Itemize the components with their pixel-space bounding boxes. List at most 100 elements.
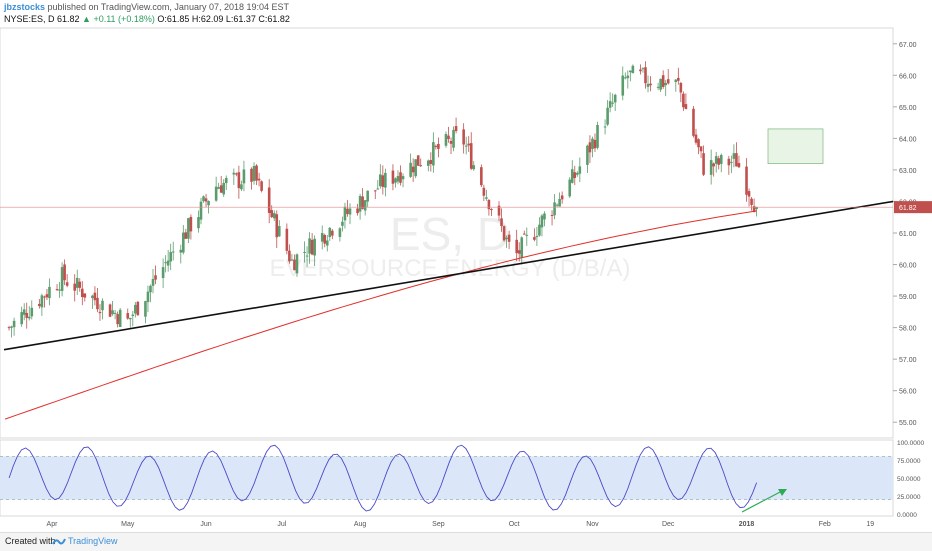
candle-body [272, 213, 276, 219]
candle-body [27, 316, 31, 319]
candle-body [416, 155, 420, 166]
tradingview-brand[interactable]: TradingView [68, 536, 118, 546]
candle-body [189, 216, 193, 232]
candle-body [48, 286, 51, 299]
candle-body [179, 249, 183, 253]
candle-body [285, 228, 289, 251]
candle-body [252, 166, 256, 181]
candle-body [719, 154, 723, 164]
candle-body [596, 124, 599, 148]
symbol-prefix: NYSE:ES, D 61.82 [4, 14, 83, 24]
x-tick-label: Jun [200, 521, 211, 528]
candle-body [207, 201, 210, 206]
candle-body [240, 184, 243, 190]
candle-body [43, 296, 46, 298]
candle-body [454, 126, 458, 132]
candle-body [338, 228, 342, 237]
x-tick-label: Feb [819, 521, 831, 528]
candle-body [661, 75, 665, 87]
candle-body [108, 304, 112, 317]
osc-tick-label: 50.0000 [897, 476, 921, 483]
candle-body [570, 169, 574, 183]
candle-body [197, 217, 200, 229]
candle-body [747, 191, 751, 197]
x-tick-label: Apr [47, 521, 59, 528]
candle-body [219, 185, 223, 193]
candle-body [341, 221, 344, 226]
candle-body [366, 190, 369, 202]
candle-body [260, 181, 263, 191]
candle-body [555, 204, 559, 206]
candle-body [679, 82, 683, 93]
candle-body [692, 108, 695, 136]
created-with-text: Created with [5, 536, 56, 546]
y-tick-label: 60.00 [899, 263, 917, 270]
candle-body [12, 320, 16, 328]
candle-body [113, 312, 117, 314]
candle-body [646, 83, 650, 87]
candle-body [520, 237, 524, 258]
x-tick-label: 2018 [739, 521, 755, 528]
candle-body [187, 218, 190, 239]
candle-body [45, 294, 49, 298]
candle-body [222, 182, 226, 195]
candle-body [593, 139, 597, 149]
candle-body [164, 262, 167, 264]
candle-body [232, 172, 236, 175]
x-tick-label: 19 [866, 521, 874, 528]
candle-body [560, 195, 564, 200]
candle-body [63, 264, 66, 281]
y-tick-label: 66.00 [899, 73, 917, 80]
candle-body [199, 201, 203, 220]
candle-body [540, 215, 544, 228]
candle-body [469, 143, 473, 169]
candle-body [293, 259, 296, 271]
candle-body [126, 313, 130, 319]
candle-body [166, 260, 170, 266]
candle-body [373, 190, 377, 192]
candle-body [732, 153, 736, 159]
x-tick-label: Oct [509, 521, 520, 528]
candle-body [677, 77, 680, 81]
candle-body [40, 295, 44, 308]
candle-body [550, 214, 554, 216]
candle-body [682, 93, 685, 108]
candle-body [626, 75, 630, 79]
candle-body [310, 239, 314, 255]
publisher-line: jbzstocks published on TradingView.com, … [4, 2, 289, 12]
candle-body [116, 314, 119, 325]
candle-body [171, 251, 175, 253]
candle-body [394, 178, 397, 183]
candle-body [320, 232, 324, 242]
candles-group [7, 61, 758, 338]
candle-body [659, 78, 662, 90]
y-tick-label: 56.00 [899, 389, 917, 396]
candle-body [217, 187, 220, 189]
candle-body [7, 327, 11, 329]
author-link[interactable]: jbzstocks [4, 2, 46, 12]
candle-body [515, 239, 518, 254]
candle-body [131, 314, 135, 317]
candle-body [714, 156, 718, 164]
candle-body [361, 196, 364, 209]
candle-body [20, 312, 23, 325]
candle-body [522, 233, 526, 235]
candle-body [606, 107, 609, 125]
candle-body [709, 160, 713, 175]
candle-body [78, 281, 82, 288]
candle-body [684, 104, 688, 110]
candle-body [161, 267, 165, 279]
candle-body [73, 283, 77, 291]
candle-body [184, 232, 188, 239]
candle-body [348, 208, 352, 215]
candle-body [745, 166, 748, 195]
candle-body [401, 176, 405, 180]
candle-body [202, 196, 205, 202]
candle-body [356, 208, 359, 214]
candle-body [694, 134, 698, 143]
candle-body [472, 165, 476, 170]
candle-body [96, 297, 99, 310]
candle-body [429, 160, 433, 164]
osc-tick-label: 100.0000 [897, 440, 924, 447]
